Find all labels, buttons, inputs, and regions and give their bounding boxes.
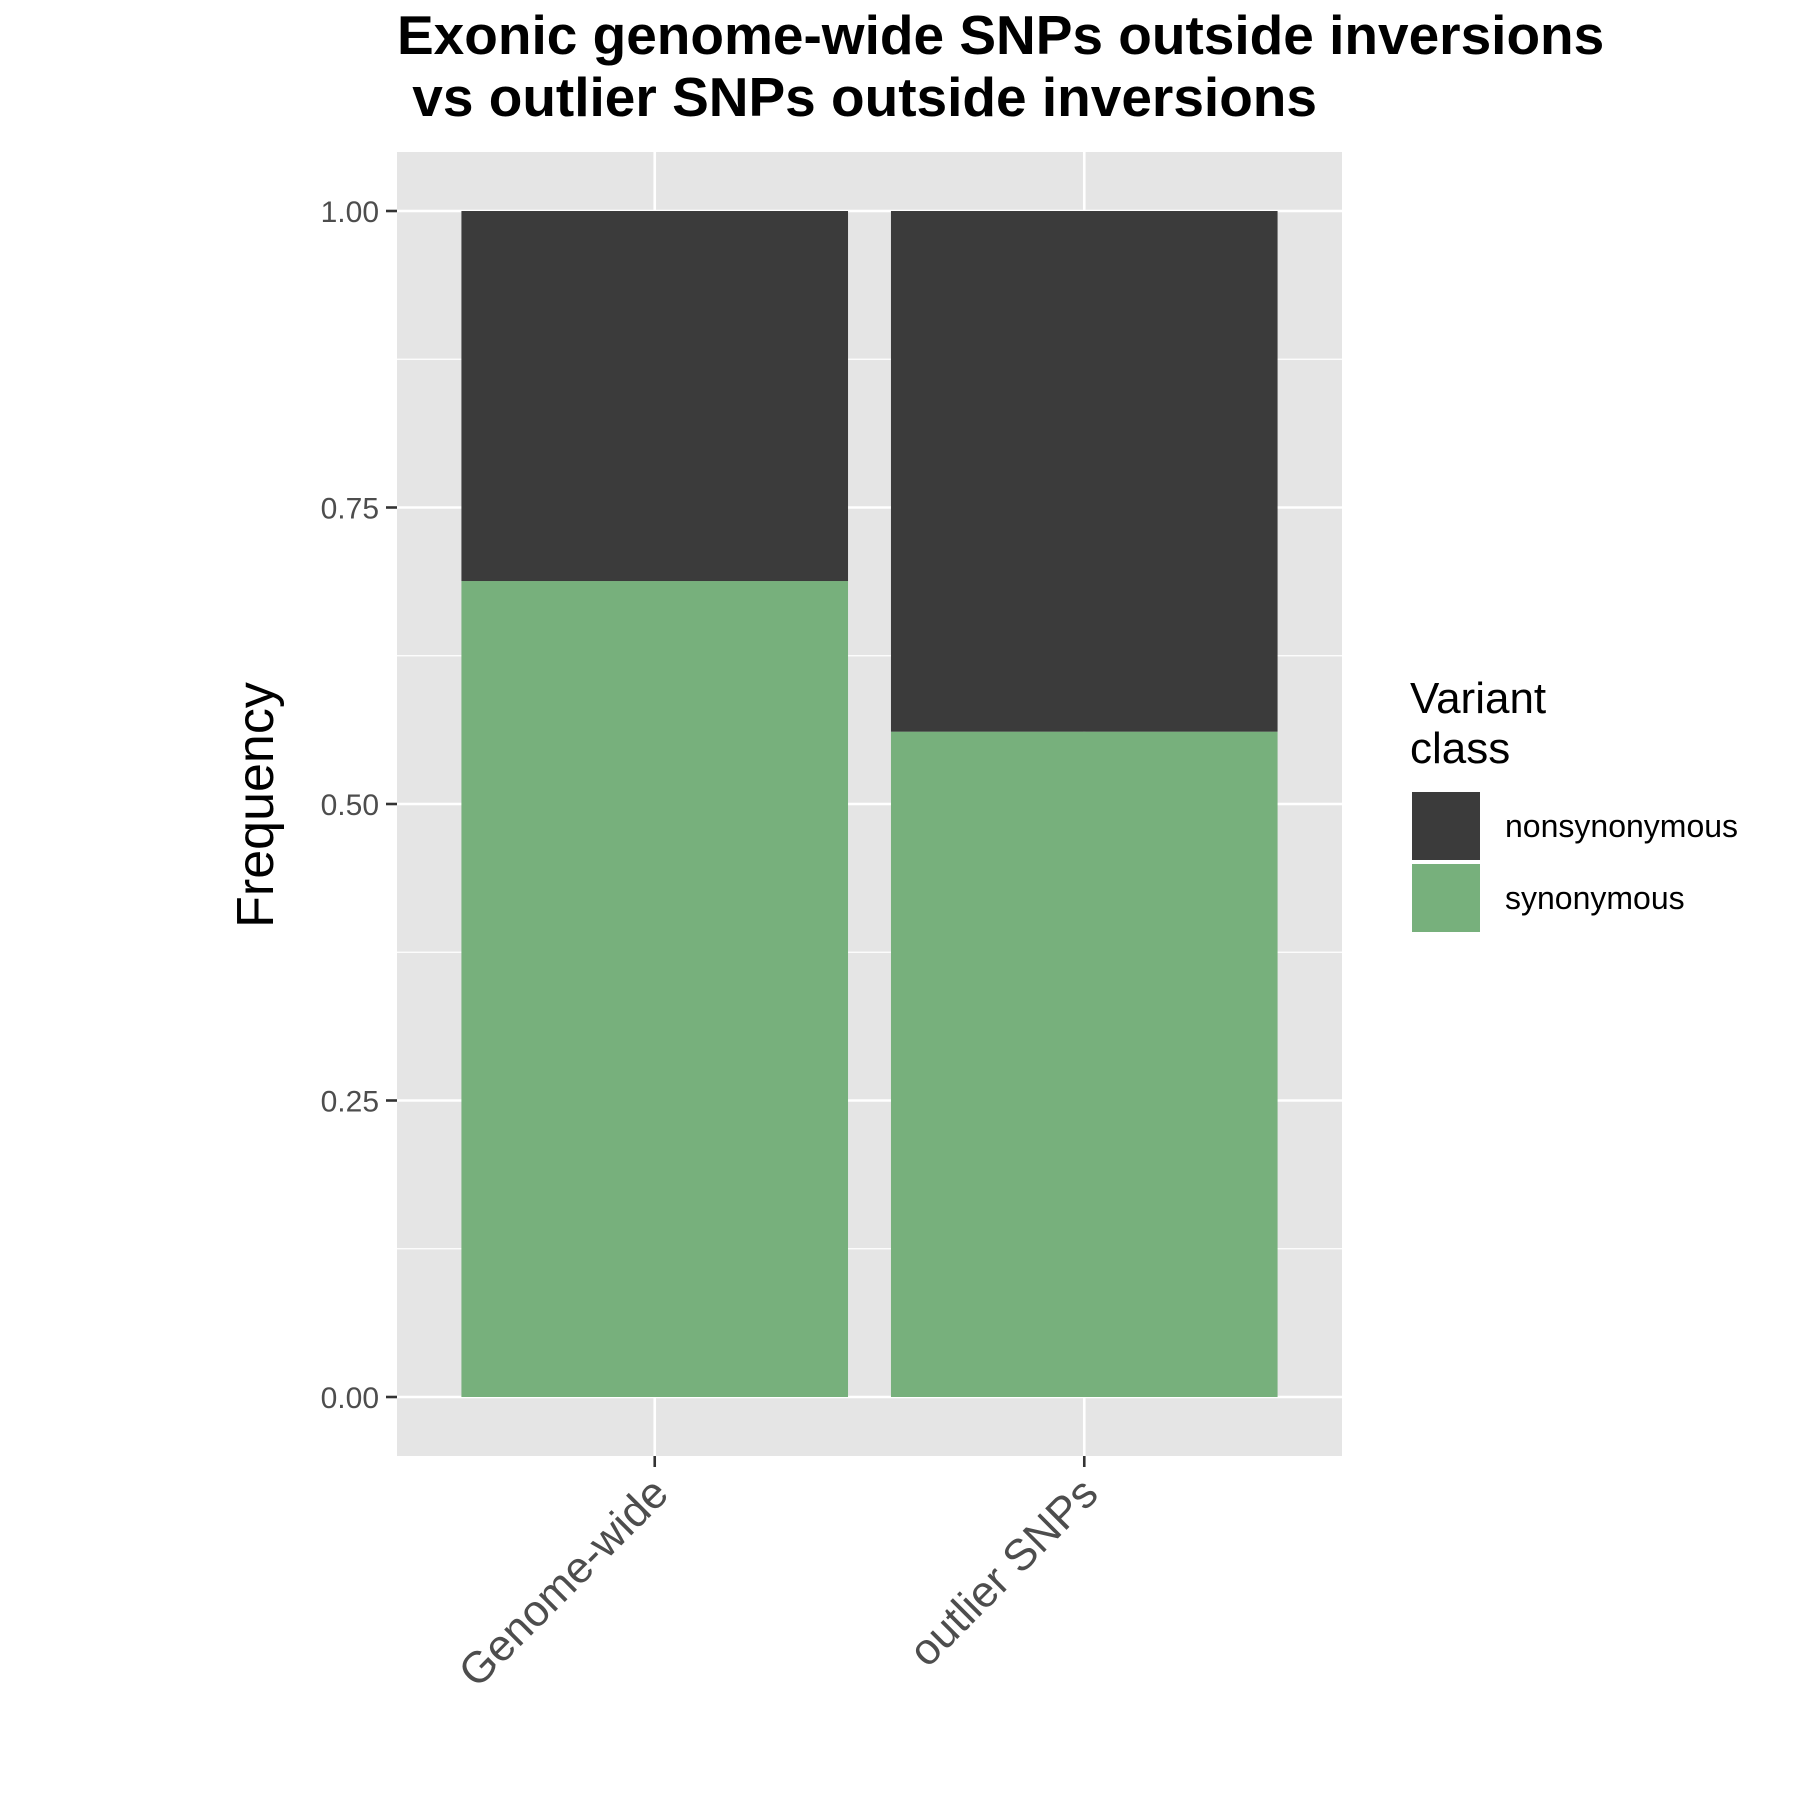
chart-title-line-1: Exonic genome-wide SNPs outside inversio… <box>397 4 1604 66</box>
legend-label-nonsynonymous: nonsynonymous <box>1505 808 1738 844</box>
y-tick-label: 0.00 <box>321 1382 379 1415</box>
y-axis-label: Frequency <box>227 682 285 928</box>
legend: Variant class nonsynonymous synonymous <box>1410 674 1738 934</box>
bar-nonsynonymous-genome-wide <box>461 211 849 582</box>
legend-title-line-1: Variant <box>1410 674 1546 723</box>
y-tick-label: 0.50 <box>321 789 379 822</box>
legend-label-synonymous: synonymous <box>1505 880 1685 916</box>
x-tick-label: outlier SNPs <box>900 1468 1108 1676</box>
legend-title-line-2: class <box>1410 724 1510 773</box>
x-tick-label: Genome-wide <box>449 1468 677 1696</box>
chart-title-line-2: vs outlier SNPs outside inversions <box>397 66 1317 128</box>
y-tick-label: 0.25 <box>321 1086 379 1119</box>
bar-nonsynonymous-outlier-snps <box>890 211 1278 732</box>
bar-synonymous-outlier-snps <box>890 731 1278 1397</box>
bars <box>461 211 1278 1397</box>
bar-synonymous-genome-wide <box>461 581 849 1397</box>
y-tick-label: 0.75 <box>321 493 379 526</box>
legend-key-synonymous <box>1412 864 1480 932</box>
legend-key-nonsynonymous <box>1412 792 1480 860</box>
y-tick-label: 1.00 <box>321 196 379 229</box>
